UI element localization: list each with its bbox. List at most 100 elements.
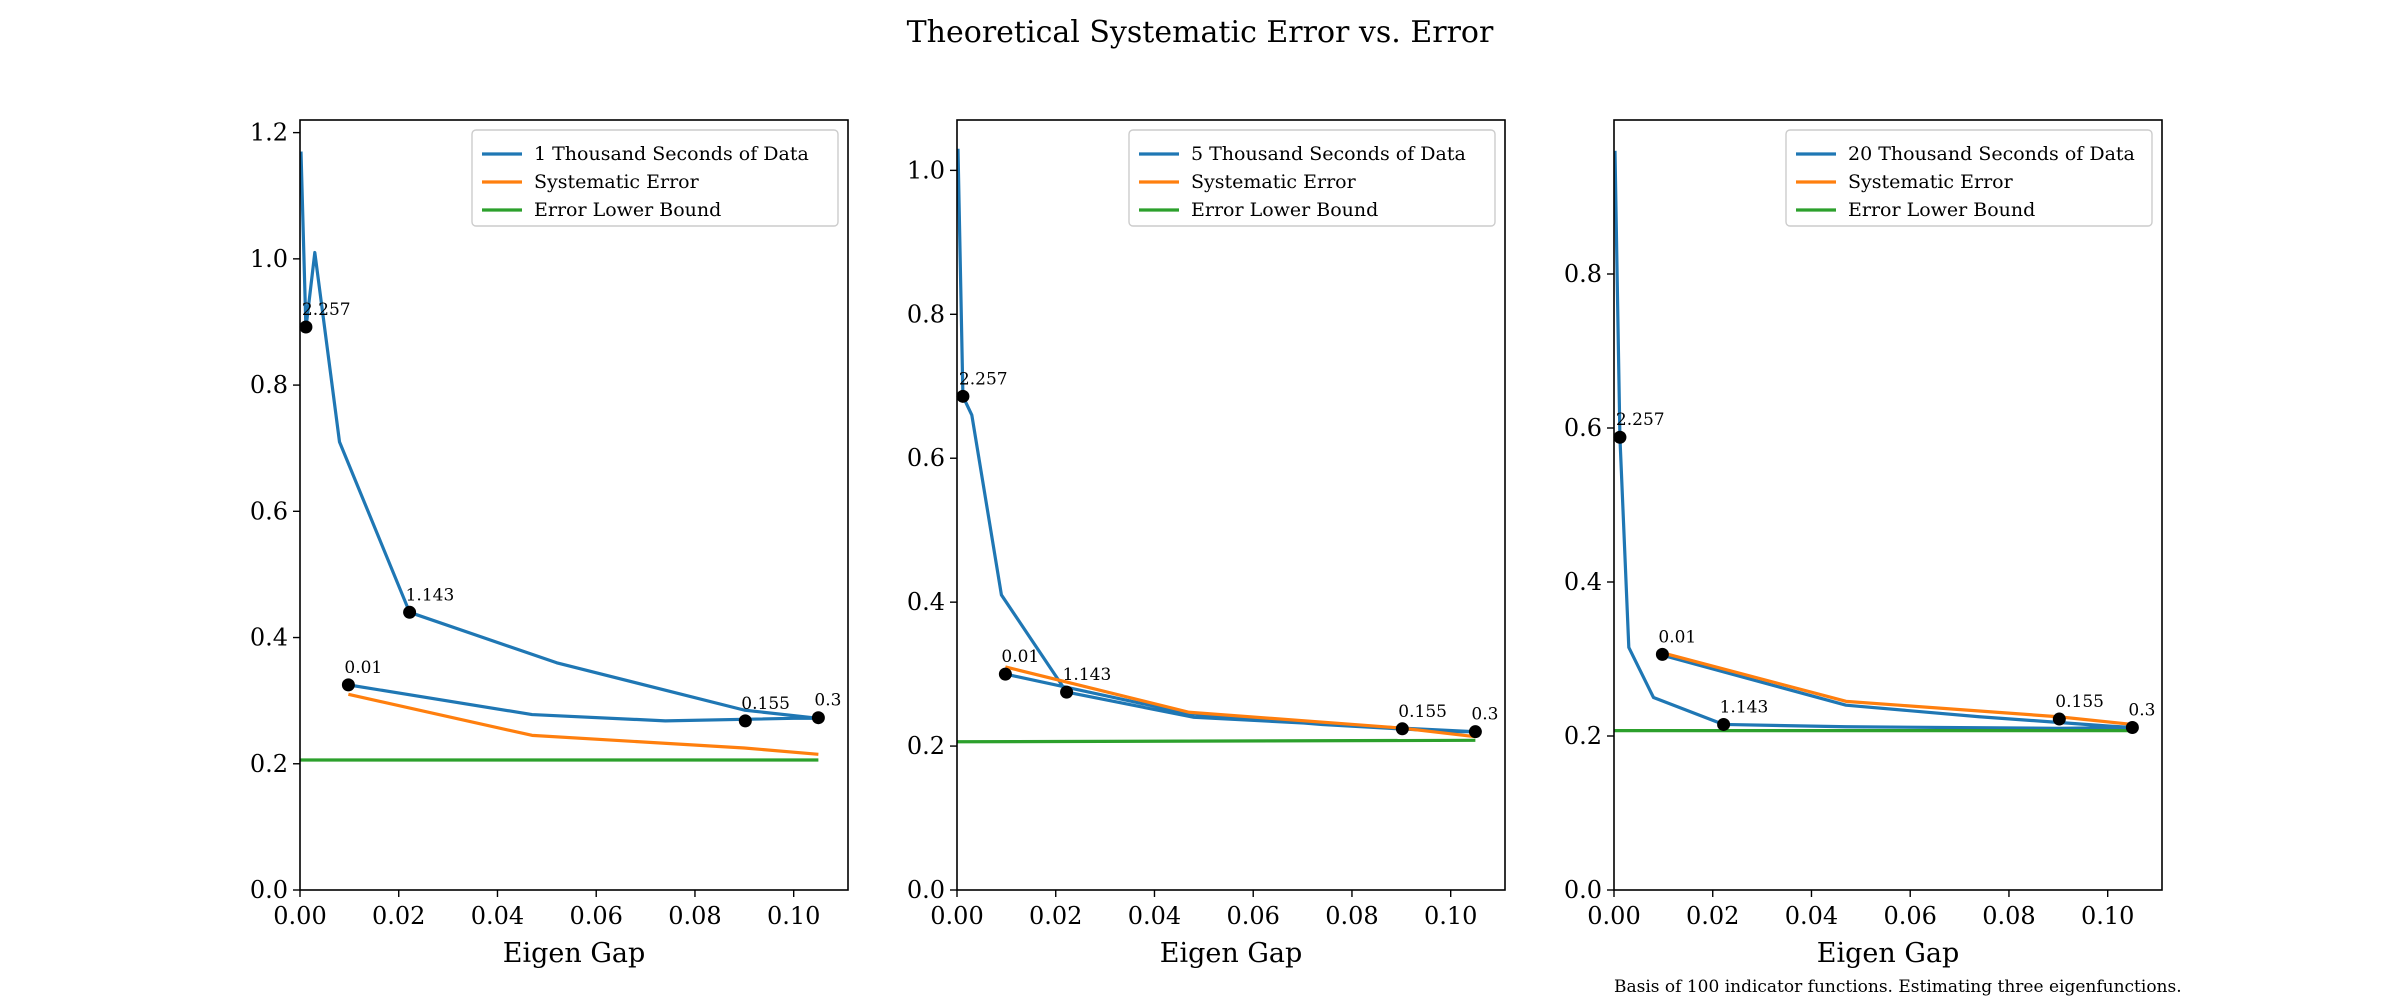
point-annotation: 0.155 <box>2055 692 2104 712</box>
point-annotation: 0.01 <box>1001 647 1039 667</box>
y-tick-label: 0.6 <box>1564 414 1602 442</box>
x-tick-label: 0.02 <box>1029 902 1082 930</box>
data-point-marker <box>811 711 825 725</box>
legend-box <box>471 129 839 227</box>
data-point-marker <box>1717 717 1731 731</box>
legend-entry-label: 20 Thousand Seconds of Data <box>1848 143 2135 165</box>
figure-caption: Basis of 100 indicator functions. Estima… <box>1614 977 2182 997</box>
legend-entry-label: Error Lower Bound <box>534 199 721 221</box>
x-tick-label: 0.10 <box>2081 902 2134 930</box>
legend-entry-label: 1 Thousand Seconds of Data <box>534 143 809 165</box>
legend-box <box>1128 129 1496 227</box>
axes-frame <box>299 119 849 891</box>
point-annotation: 0.01 <box>344 658 382 678</box>
data-point-marker <box>1655 647 1669 661</box>
data-point-marker <box>956 389 970 403</box>
y-tick-label: 0.8 <box>907 300 945 328</box>
x-tick-label: 0.00 <box>930 902 983 930</box>
x-tick-label: 0.04 <box>1128 902 1181 930</box>
figure-title: Theoretical Systematic Error vs. Error <box>907 15 1494 50</box>
series-line-blue <box>957 148 1477 734</box>
data-point-marker <box>1395 722 1409 736</box>
legend: 5 Thousand Seconds of Data Systematic Err… <box>1128 129 1496 227</box>
plot-area <box>300 151 820 762</box>
point-annotation: 0.3 <box>1471 705 1498 725</box>
subplots: 2.257 1.143 0.01 0.155 0.3 0.00 0.02 0.04 0.06 0.… <box>250 119 2163 969</box>
y-tick-label: 0.0 <box>250 876 288 904</box>
subplot-2: 2.257 1.143 0.01 0.155 0.3 0.00 0.02 0.04 0.06 0.… <box>907 119 1506 969</box>
x-tick-label: 0.00 <box>273 902 326 930</box>
series-line-orange <box>348 692 819 756</box>
legend: 1 Thousand Seconds of Data Systematic Err… <box>471 129 839 227</box>
x-tick-label: 0.04 <box>1785 902 1838 930</box>
data-point-marker <box>738 714 752 728</box>
data-point-marker <box>2125 721 2139 735</box>
legend: 20 Thousand Seconds of Data Systematic Er… <box>1785 129 2153 227</box>
x-axis-label: Eigen Gap <box>1160 938 1303 969</box>
y-tick-label: 0.6 <box>250 497 288 525</box>
legend-entry-label: Error Lower Bound <box>1848 199 2035 221</box>
x-axis-label: Eigen Gap <box>1817 938 1960 969</box>
x-tick-label: 0.06 <box>1883 902 1936 930</box>
data-point-marker <box>299 320 313 334</box>
point-annotation: 2.257 <box>302 300 351 320</box>
series-line-orange <box>1661 651 2133 727</box>
data-point-marker <box>341 678 355 692</box>
y-tick-label: 0.0 <box>1564 876 1602 904</box>
axes-frame <box>956 119 1506 891</box>
x-axis-label: Eigen Gap <box>503 938 646 969</box>
y-tick-label: 0.4 <box>1564 568 1602 596</box>
data-point-marker <box>1060 685 1074 699</box>
y-tick-label: 1.0 <box>907 156 945 184</box>
point-annotation: 1.143 <box>1720 697 1769 717</box>
y-tick-label: 0.8 <box>250 371 288 399</box>
legend-box <box>1785 129 2153 227</box>
x-tick-label: 0.08 <box>1325 902 1378 930</box>
subplot-3: 2.257 1.143 0.01 0.155 0.3 0.00 0.02 0.04 0.06 0.… <box>1564 119 2163 969</box>
series-line-green <box>957 738 1476 744</box>
x-tick-label: 0.10 <box>1424 902 1477 930</box>
point-annotation: 0.01 <box>1658 627 1696 647</box>
data-point-marker <box>2052 712 2066 726</box>
legend-entry-label: Systematic Error <box>1191 171 1357 193</box>
y-tick-label: 0.8 <box>1564 260 1602 288</box>
x-tick-label: 0.08 <box>668 902 721 930</box>
y-tick-label: 1.2 <box>250 119 288 147</box>
y-tick-label: 0.2 <box>1564 722 1602 750</box>
series-line-blue <box>1614 150 2134 730</box>
x-tick-label: 0.02 <box>1686 902 1739 930</box>
point-annotation: 1.143 <box>406 585 455 605</box>
legend-entry-label: Systematic Error <box>1848 171 2014 193</box>
plot-area <box>957 148 1477 744</box>
point-annotation: 2.257 <box>959 369 1008 389</box>
y-tick-label: 0.4 <box>250 624 288 652</box>
data-point-marker <box>998 667 1012 681</box>
point-annotation: 0.155 <box>741 694 790 714</box>
point-annotation: 0.3 <box>814 691 841 711</box>
legend-entry-label: Error Lower Bound <box>1191 199 1378 221</box>
y-tick-label: 0.4 <box>907 588 945 616</box>
y-tick-label: 1.0 <box>250 245 288 273</box>
x-tick-label: 0.08 <box>1982 902 2035 930</box>
data-point-marker <box>403 605 417 619</box>
data-point-marker <box>1613 430 1627 444</box>
axes-frame <box>1613 119 2163 891</box>
point-annotation: 1.143 <box>1063 665 1112 685</box>
x-tick-label: 0.04 <box>471 902 524 930</box>
subplot-1: 2.257 1.143 0.01 0.155 0.3 0.00 0.02 0.04 0.06 0.… <box>250 119 849 969</box>
point-annotation: 0.155 <box>1398 702 1447 722</box>
point-annotation: 2.257 <box>1616 410 1665 430</box>
plot-area <box>1614 150 2134 733</box>
x-tick-label: 0.00 <box>1587 902 1640 930</box>
series-line-blue <box>300 151 820 723</box>
legend-entry-label: 5 Thousand Seconds of Data <box>1191 143 1466 165</box>
x-tick-label: 0.10 <box>767 902 820 930</box>
legend-entry-label: Systematic Error <box>534 171 700 193</box>
data-point-marker <box>1468 725 1482 739</box>
y-tick-label: 0.2 <box>250 750 288 778</box>
x-tick-label: 0.02 <box>372 902 425 930</box>
y-tick-label: 0.2 <box>907 732 945 760</box>
series-line-orange <box>1004 665 1476 739</box>
x-tick-label: 0.06 <box>569 902 622 930</box>
